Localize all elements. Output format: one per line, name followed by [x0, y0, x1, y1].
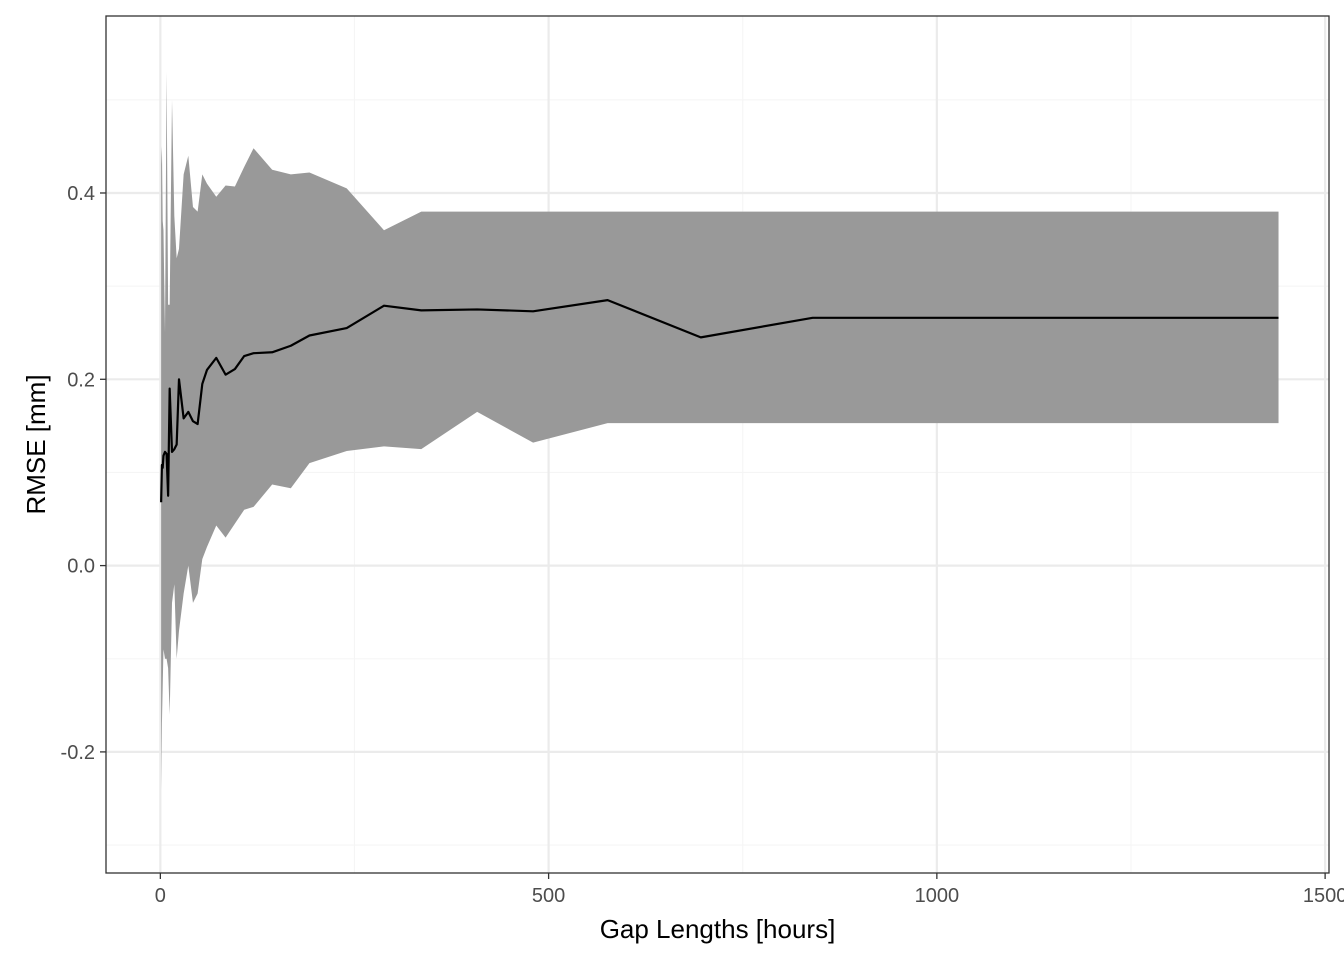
x-axis-title: Gap Lengths [hours]: [600, 914, 836, 944]
x-tick-label: 1000: [915, 885, 960, 907]
y-tick-label: -0.2: [61, 742, 95, 764]
x-tick-label: 500: [532, 885, 565, 907]
rmse-line: [160, 299, 1279, 503]
y-tick-label: 0.2: [67, 369, 95, 391]
y-axis-ticks: -0.2 0.0 0.2 0.4: [61, 183, 106, 764]
panel-border: [105, 15, 1330, 874]
y-tick-label: 0.0: [67, 556, 95, 578]
y-axis-title: RMSE [mm]: [21, 374, 51, 514]
x-tick-label: 1500: [1303, 885, 1344, 907]
x-tick-label: 0: [155, 885, 166, 907]
x-axis-ticks: 0 500 1000 1500: [155, 873, 1344, 907]
y-tick-label: 0.4: [67, 183, 95, 205]
confidence-ribbon: [161, 71, 1279, 790]
